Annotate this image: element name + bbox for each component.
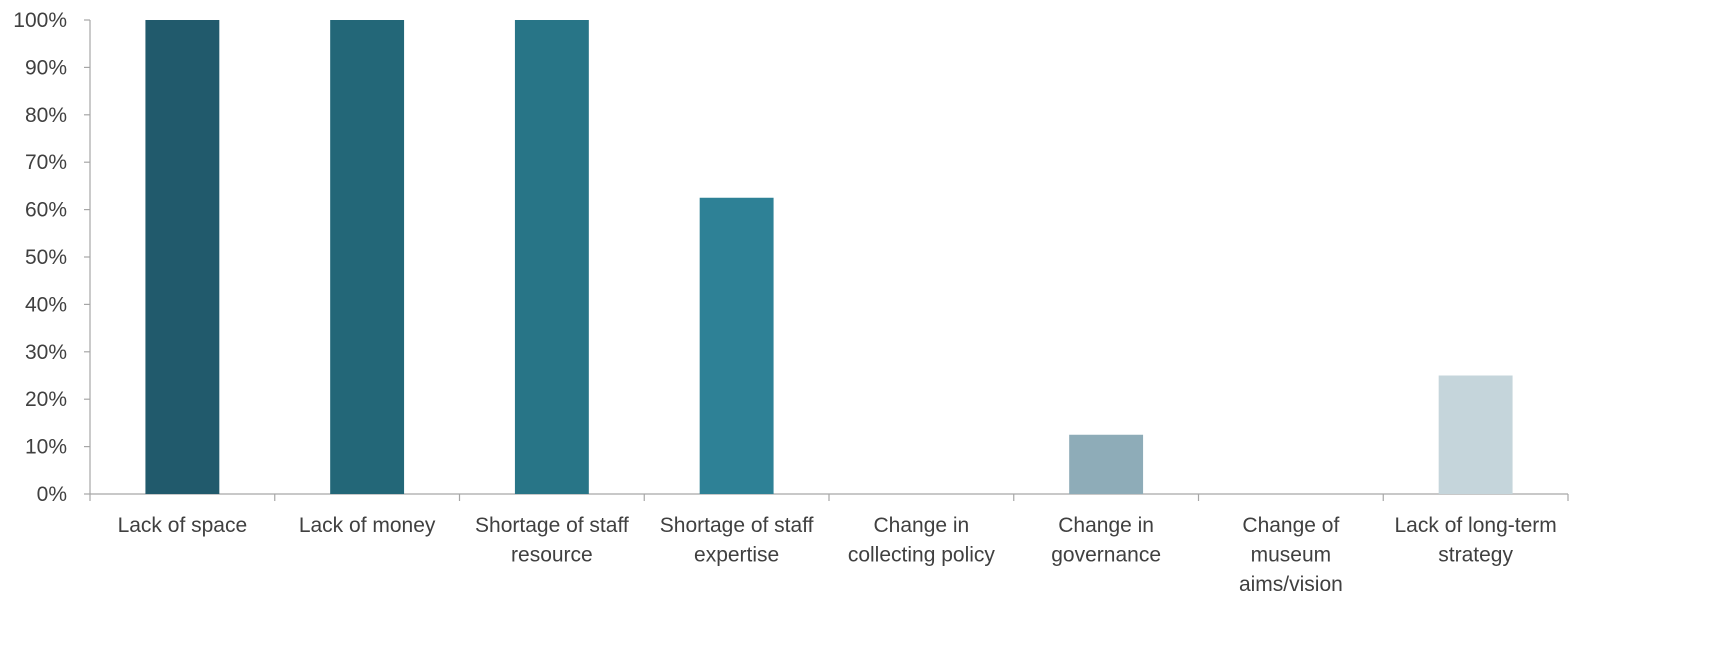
x-category-label-line: Change of: [1242, 514, 1339, 537]
bars: [145, 20, 1512, 494]
bar: [145, 20, 219, 494]
y-axis: 0% 10% 20% 30% 40% 50% 60% 70% 80% 90% 100%: [13, 9, 90, 506]
bar: [515, 20, 589, 494]
x-category-label-line: strategy: [1438, 544, 1513, 567]
bar: [700, 198, 774, 494]
bar: [1069, 435, 1143, 494]
y-tick-label: 50%: [25, 246, 67, 269]
x-category-label-line: Lack of space: [118, 514, 248, 537]
y-tick-label: 80%: [25, 104, 67, 127]
y-tick-label: 10%: [25, 436, 67, 459]
y-tick-label: 60%: [25, 199, 67, 222]
x-category-label-line: Shortage of staff: [475, 514, 629, 537]
x-category-label-line: expertise: [694, 544, 779, 567]
y-tick-label: 20%: [25, 388, 67, 411]
bar: [1439, 376, 1513, 495]
x-category-label: Change in governance: [1051, 514, 1161, 567]
x-category-label: Shortage of staff expertise: [660, 514, 814, 567]
y-tick-label: 70%: [25, 151, 67, 174]
x-category-label-line: aims/vision: [1239, 573, 1343, 596]
x-category-label-line: Change in: [1058, 514, 1154, 537]
y-tick-label: 0%: [37, 483, 67, 506]
y-tick-label: 90%: [25, 56, 67, 79]
x-category-label-line: Change in: [874, 514, 970, 537]
y-tick-label: 100%: [13, 9, 67, 32]
x-category-label-line: museum: [1251, 544, 1332, 567]
x-category-label: Lack of long-term strategy: [1395, 514, 1557, 567]
x-category-label-line: governance: [1051, 544, 1161, 567]
x-axis: [90, 494, 1568, 501]
y-tick-label: 30%: [25, 341, 67, 364]
x-category-label-line: Shortage of staff: [660, 514, 814, 537]
x-category-label: Change of museum aims/vision: [1239, 514, 1343, 596]
x-category-label-line: collecting policy: [848, 544, 996, 567]
y-tick-label: 40%: [25, 293, 67, 316]
category-labels: Lack of space Lack of money Shortage of st…: [118, 514, 1557, 596]
x-category-label-line: resource: [511, 544, 593, 567]
x-category-label: Lack of space: [118, 514, 248, 537]
x-category-label: Lack of money: [299, 514, 436, 537]
x-category-label: Shortage of staff resource: [475, 514, 629, 567]
x-category-label: Change in collecting policy: [848, 514, 996, 567]
bar: [330, 20, 404, 494]
x-category-label-line: Lack of long-term: [1395, 514, 1557, 537]
x-category-label-line: Lack of money: [299, 514, 436, 537]
